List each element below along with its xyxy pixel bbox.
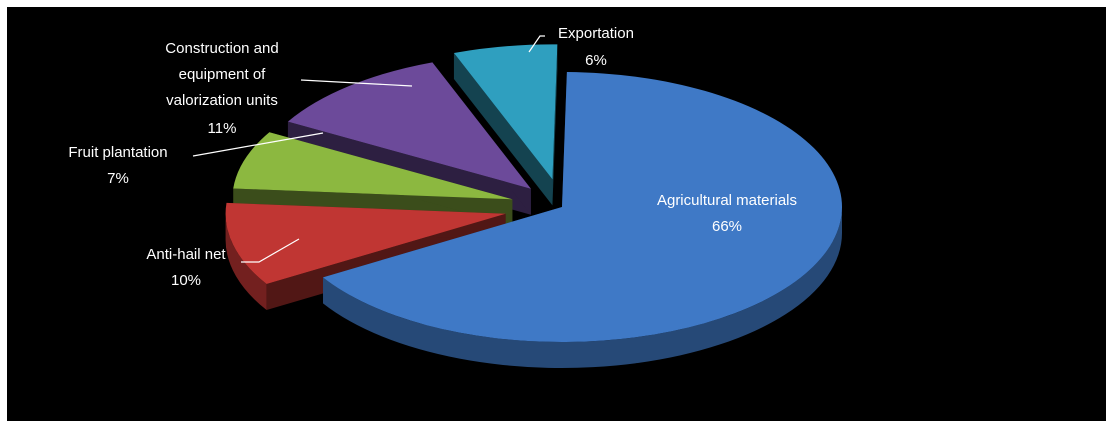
label-anti-hail: Anti-hail net: [146, 246, 226, 263]
slice-wall-exportation-0: [453, 53, 553, 206]
pie-chart: Exportation 6% Construction and equipmen…: [68, 25, 843, 369]
value-exportation: 6%: [585, 52, 607, 69]
value-fruit-plantation: 7%: [107, 170, 129, 187]
pie-tops: [225, 44, 843, 342]
value-anti-hail: 10%: [171, 272, 201, 289]
chart-area: Exportation 6% Construction and equipmen…: [7, 7, 1106, 421]
label-construction-line-3: valorization units: [166, 92, 278, 109]
slice-anti-hail-net: [225, 202, 506, 285]
slice-wall-exportation-1: [552, 44, 558, 206]
value-agricultural-materials: 66%: [712, 218, 742, 235]
slice-agricultural-materials: [323, 72, 843, 342]
label-exportation: Exportation: [558, 25, 634, 42]
slice-construction-and-equipment-of-valorization-units: [287, 62, 531, 189]
slice-exportation: [453, 44, 558, 180]
label-construction-line-1: Construction and: [165, 40, 278, 57]
slice-side-anti-hail-net-0: [225, 213, 267, 311]
slice-fruit-plantation: [233, 132, 513, 200]
leader-line-anti-hail: [241, 238, 300, 263]
label-construction-line-2: equipment of: [179, 66, 267, 83]
slice-side-agricultural-materials-0: [323, 207, 843, 369]
leader-line-fruit-plantation: [192, 132, 324, 157]
leader-line-construction: [300, 79, 413, 87]
value-construction: 11%: [208, 120, 237, 137]
label-fruit-plantation: Fruit plantation: [68, 144, 167, 161]
label-agricultural-materials: Agricultural materials: [657, 192, 797, 209]
leader-line-exportation: [528, 35, 545, 53]
